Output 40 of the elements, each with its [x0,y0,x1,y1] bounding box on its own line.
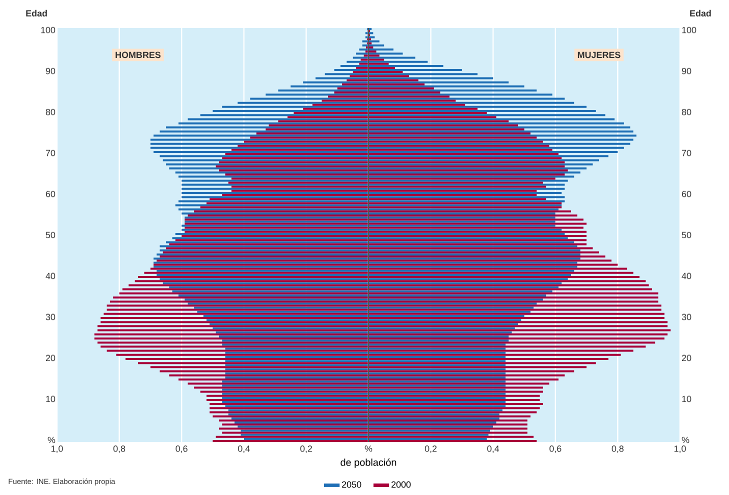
x-tick-label: 1,0 [674,446,686,453]
y-tick-label: 60 [682,190,692,198]
y-tick-label: 80 [682,108,692,116]
y-tick-label: 10 [46,396,56,402]
y-tick-label: 20 [682,354,692,362]
y-tick-label: 100 [41,26,56,34]
x-tick-label: 0,8 [612,446,624,453]
y-tick-label: % [48,436,56,444]
x-tick-label: 0,6 [176,446,188,453]
x-tick-label: 1,0 [51,446,63,453]
x-tick-label: 0,2 [300,446,312,453]
x-tick-label: 0,4 [487,446,500,453]
x-tick-label: % [364,446,372,452]
y-tick-label: 30 [682,314,692,320]
x-tick-label: 0,6 [550,446,562,453]
y-tick-label: 80 [46,108,56,116]
y-tick-label: % [682,436,690,444]
y2-axis-title: Edad [690,10,711,17]
y-tick-label: 90 [682,68,692,74]
x-tick-label: 0,8 [113,446,126,453]
y-tick-label: 10 [682,396,692,402]
y-axis-title: Edad [26,10,47,17]
x-tick-label: 0,2 [424,446,437,453]
y-tick-label: 40 [682,272,692,280]
y-tick-label: 90 [46,68,56,74]
legend-label: 2050 [342,481,362,488]
y-tick-label: 70 [682,150,692,156]
annotation: MUJERES [578,52,620,58]
x-tick-label: 0,4 [238,446,250,453]
y-tick-label: 70 [46,150,56,156]
y-tick-label: 50 [46,232,56,238]
y-tick-label: 60 [46,190,56,198]
y-tick-label: 20 [46,354,56,362]
y-tick-label: 100 [682,26,696,34]
y-tick-label: 40 [46,272,56,280]
x-axis-title: de población [340,458,396,468]
y-tick-label: 30 [46,314,56,320]
annotation: HOMBRES [116,52,161,58]
legend-label: 2000 [392,481,411,488]
y-tick-label: 50 [682,232,692,238]
